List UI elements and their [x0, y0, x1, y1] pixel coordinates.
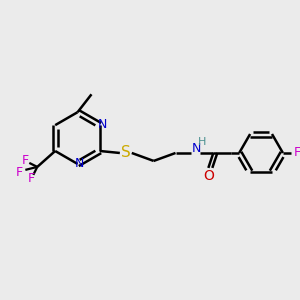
- Text: S: S: [121, 146, 131, 160]
- Text: N: N: [192, 142, 201, 154]
- Text: O: O: [203, 169, 214, 183]
- Text: N: N: [97, 118, 106, 130]
- Text: F: F: [16, 167, 23, 179]
- Text: H: H: [198, 137, 207, 147]
- Text: F: F: [28, 172, 35, 185]
- Text: F: F: [293, 146, 300, 160]
- Text: F: F: [22, 154, 29, 167]
- Text: N: N: [75, 158, 84, 170]
